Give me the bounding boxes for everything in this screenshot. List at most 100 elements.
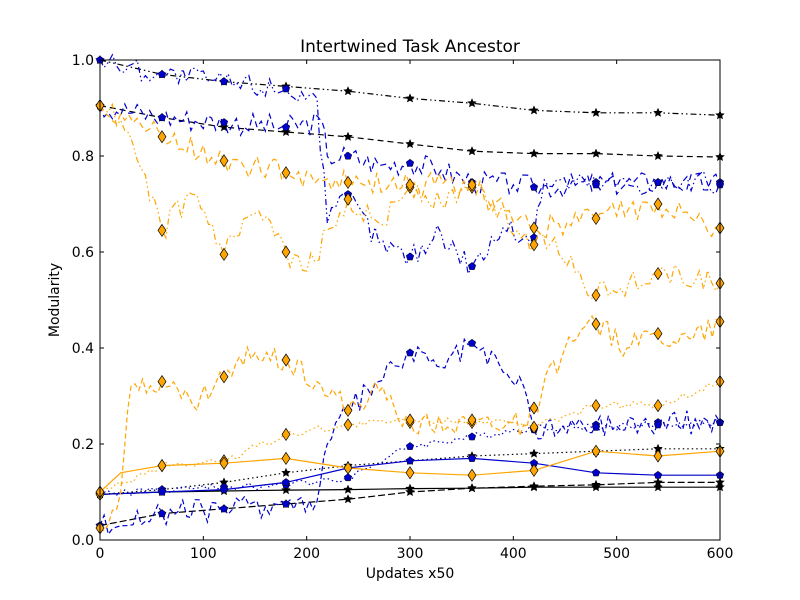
data-point-marker [591, 398, 601, 413]
data-point-marker [467, 432, 477, 441]
data-point-marker [281, 484, 291, 495]
data-point-marker [343, 192, 353, 206]
data-point-marker [467, 262, 477, 270]
data-point-marker [467, 178, 477, 192]
data-point-marker [281, 427, 291, 442]
data-point-marker [405, 178, 415, 192]
data-point-marker [591, 468, 601, 477]
x-tick-label: 600 [707, 546, 734, 562]
series-line-blue-dotted [99, 418, 721, 496]
data-point-marker [343, 151, 353, 160]
data-point-marker [405, 413, 415, 427]
data-point-marker [219, 118, 229, 126]
data-point-marker [281, 245, 291, 259]
data-point-marker [653, 266, 663, 281]
series-line-orange-dashdot-dot [99, 102, 721, 300]
data-point-marker [157, 130, 167, 144]
data-point-marker [405, 486, 415, 497]
data-point-marker [591, 444, 601, 458]
data-point-marker [653, 107, 663, 117]
x-tick-label: 300 [397, 546, 424, 562]
data-point-marker [343, 473, 353, 482]
data-point-marker [653, 420, 663, 429]
data-point-marker [529, 105, 539, 115]
x-tick-label: 0 [96, 546, 105, 562]
data-point-marker [405, 456, 415, 465]
y-tick-label: 1.0 [72, 53, 94, 69]
data-point-marker [529, 238, 539, 252]
series-line-orange-solid [99, 450, 721, 493]
data-point-marker [219, 77, 229, 86]
data-point-marker [653, 398, 663, 413]
data-point-marker [529, 463, 539, 478]
data-point-marker [591, 107, 601, 117]
data-point-marker [467, 468, 477, 482]
data-point-marker [529, 420, 539, 434]
x-tick-label: 100 [190, 546, 217, 562]
data-point-marker [653, 470, 663, 479]
data-point-marker [405, 158, 415, 167]
data-point-marker [343, 403, 353, 418]
series-line-orange-dashed [99, 105, 721, 239]
y-axis-label: Modularity [47, 263, 63, 337]
data-point-marker [405, 252, 415, 261]
data-point-marker [281, 353, 291, 367]
data-point-marker [405, 466, 415, 480]
data-point-marker [653, 477, 663, 487]
data-point-marker [467, 483, 477, 493]
data-point-marker [219, 504, 229, 513]
data-point-marker [157, 458, 167, 473]
data-point-marker [343, 418, 353, 432]
data-point-marker [157, 113, 167, 122]
data-point-marker [591, 479, 601, 489]
data-point-marker [157, 223, 167, 238]
data-point-marker [405, 442, 415, 450]
y-tick-label: 0.0 [72, 533, 94, 549]
data-point-marker [219, 247, 229, 262]
y-tick-label: 0.6 [72, 245, 94, 261]
y-tick-label: 0.4 [72, 341, 94, 357]
data-point-marker [467, 413, 477, 427]
data-point-marker [157, 374, 167, 389]
data-point-marker [591, 288, 601, 302]
data-point-marker [219, 154, 229, 168]
data-point-marker [653, 326, 663, 341]
data-point-marker [591, 180, 601, 189]
chart-title: Intertwined Task Ancestor [300, 37, 520, 57]
data-point-marker [281, 126, 291, 137]
axis-ticks: 0 100 200 300 400 500 600 0.0 0.2 0.4 0.6 0.8 1.0 [72, 53, 734, 562]
y-tick-label: 0.2 [72, 437, 94, 453]
data-point-marker [219, 370, 229, 384]
data-point-marker [467, 338, 477, 347]
data-point-marker [281, 166, 291, 180]
data-point-marker [405, 93, 415, 103]
data-point-marker [529, 401, 539, 415]
x-tick-label: 400 [500, 546, 527, 562]
data-point-marker [405, 348, 415, 357]
y-tick-label: 0.8 [72, 149, 94, 165]
data-point-marker [653, 482, 663, 492]
x-axis-label: Updates x50 [366, 566, 455, 582]
data-point-marker [405, 138, 415, 149]
data-point-marker [157, 487, 167, 496]
data-point-marker [653, 449, 663, 463]
data-point-marker [467, 146, 477, 156]
data-point-marker [653, 197, 663, 211]
data-point-marker [591, 422, 601, 431]
data-point-marker [281, 499, 291, 508]
data-point-marker [343, 484, 353, 494]
data-point-marker [343, 86, 353, 96]
data-point-marker [529, 481, 539, 491]
data-point-marker [343, 494, 353, 504]
data-point-marker [157, 70, 167, 78]
data-point-marker [591, 211, 601, 226]
x-tick-label: 200 [293, 546, 320, 562]
data-point-marker [591, 148, 601, 158]
data-point-marker [529, 448, 539, 458]
data-point-marker [343, 131, 353, 141]
data-point-marker [219, 485, 229, 494]
data-point-marker [529, 221, 539, 235]
data-point-marker [529, 182, 539, 191]
